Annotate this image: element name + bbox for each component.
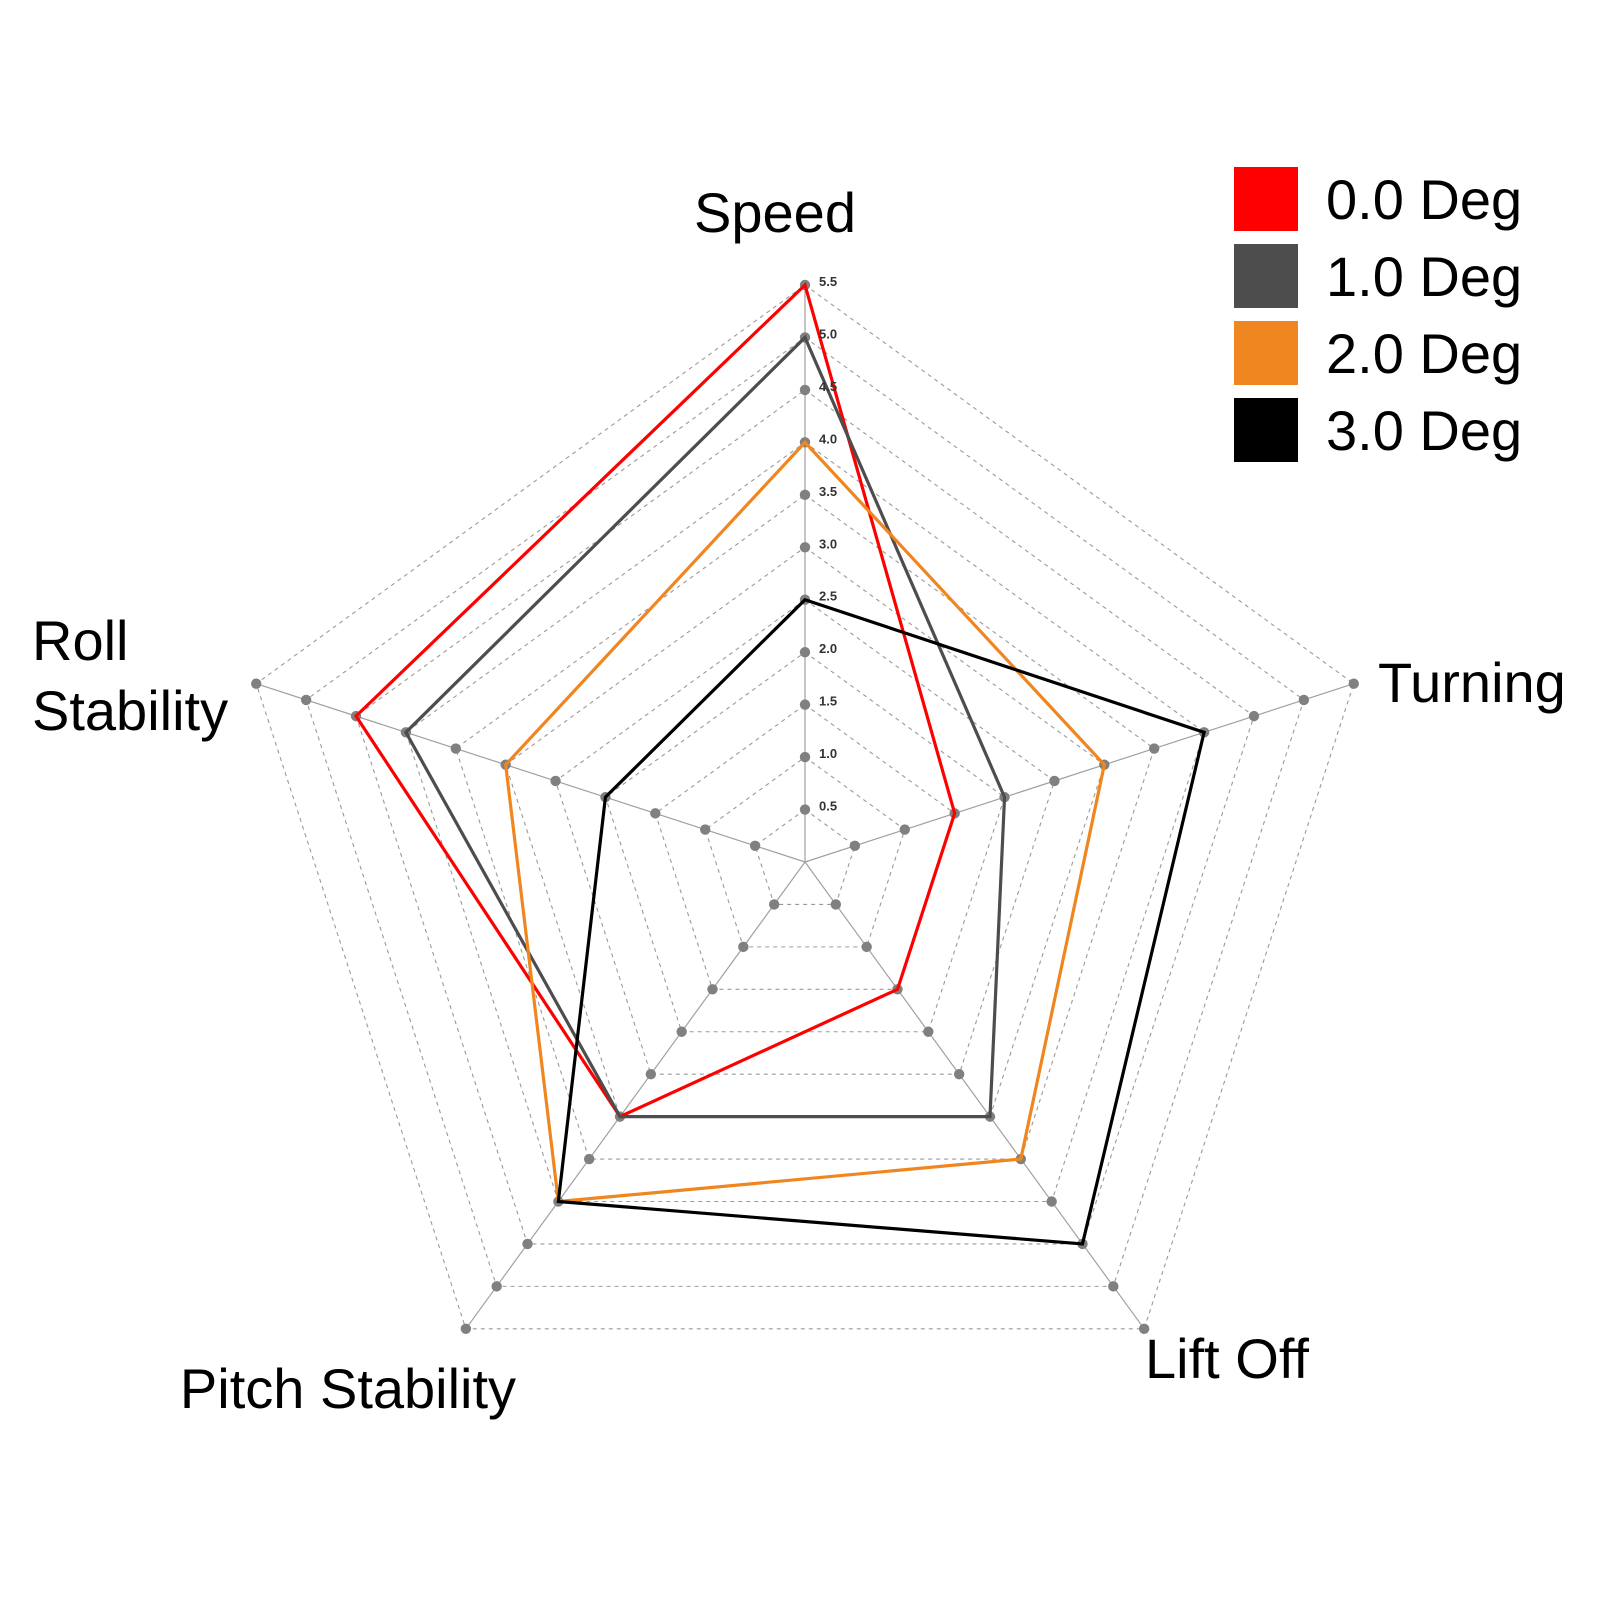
grid-point [1248,710,1260,722]
grid-point [550,775,561,787]
tick-label: 5.0 [819,326,837,341]
radar-series [353,282,1206,1246]
grid-point [707,984,718,995]
grid-point [861,941,872,953]
tick-label: 1.5 [819,694,837,709]
radar-labels: 0.5 1.0 1.5 2.0 2.5 3.0 3.5 4.0 4.5 5.0 5.5 Speed Tu… [32,181,1566,1420]
grid-ring [754,808,856,905]
legend-swatch [1234,321,1298,385]
axis-spoke [465,861,806,1330]
tick-label: 3.5 [819,484,837,499]
grid-point [953,1068,965,1080]
grid-ring [355,389,1255,1245]
tick-label: 2.0 [819,641,837,656]
grid-point [799,384,811,396]
grid-point [849,840,861,851]
legend-swatch [1234,167,1298,231]
tick-label: 2.5 [819,589,837,604]
grid-point [799,699,811,710]
grid-point [676,1026,687,1037]
axis-title: Lift Off [1145,1327,1309,1390]
grid-point [1046,1196,1057,1207]
tick-label: 0.5 [819,799,837,814]
grid-point [799,542,811,553]
grid-point [768,899,780,910]
legend-label: 2.0 Deg [1326,322,1522,385]
grid-point [251,678,262,689]
series-line [503,440,1107,1204]
grid-point [738,941,749,953]
tick-label: 4.5 [819,379,837,394]
grid-point [1149,743,1160,754]
axis-title: Turning [1378,651,1566,714]
tick-label: 4.0 [819,431,837,446]
axis-title: Roll [32,609,128,672]
grid-ring [704,756,906,948]
grid-point [799,804,811,815]
tick-label: 5.5 [819,274,837,289]
grid-ring [305,336,1305,1287]
series-line [353,282,957,1119]
axis-title: Speed [694,181,856,244]
tick-label: 3.0 [819,536,837,551]
grid-ring [554,599,1056,1075]
legend-swatch [1234,244,1298,308]
grid-point [1348,678,1359,689]
series-line [556,597,1206,1246]
grid-ring [405,441,1205,1203]
grid-point [650,808,661,819]
legend-label: 0.0 Deg [1326,168,1522,231]
grid-ring [654,703,956,990]
grid-point [300,694,312,706]
grid-point [799,489,811,501]
tick-label: 1.0 [819,746,837,761]
grid-point [899,824,910,835]
legend-swatch [1234,398,1298,462]
grid-point [749,840,761,851]
legend: 0.0 Deg 1.0 Deg 2.0 Deg 3.0 Deg [1234,167,1522,462]
grid-point [460,1323,472,1335]
grid-point [923,1026,934,1037]
legend-label: 1.0 Deg [1326,245,1522,308]
grid-point [491,1281,502,1292]
axis-title: Stability [32,679,228,742]
axis-title: Pitch Stability [180,1357,516,1420]
grid-point [700,824,711,835]
grid-point [1108,1281,1119,1292]
axis-spoke [804,683,1354,863]
grid-point [830,899,842,910]
grid-point [522,1238,533,1250]
grid-ring [255,284,1355,1330]
grid-point [799,646,811,658]
grid-point [799,751,811,763]
grid-point [583,1153,595,1165]
axis-spoke [804,861,1145,1330]
legend-label: 3.0 Deg [1326,399,1522,462]
grid-point [1298,694,1310,706]
series-line [403,334,1007,1119]
axis-spoke [256,683,806,863]
grid-point [1049,775,1060,787]
grid-point [645,1068,657,1080]
grid-point [1138,1323,1150,1335]
grid-point [450,743,461,754]
